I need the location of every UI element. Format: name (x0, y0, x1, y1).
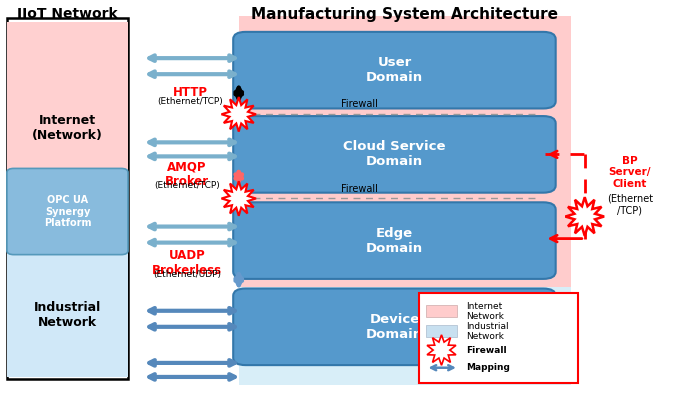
Polygon shape (221, 97, 256, 132)
FancyBboxPatch shape (233, 32, 556, 109)
Text: (Ethernet/TCP): (Ethernet/TCP) (157, 97, 224, 105)
FancyBboxPatch shape (426, 305, 457, 317)
Text: (Ethernet
/TCP): (Ethernet /TCP) (607, 194, 653, 215)
Text: HTTP: HTTP (173, 86, 208, 99)
FancyBboxPatch shape (239, 287, 571, 385)
Text: Industrial
Network: Industrial Network (34, 301, 101, 329)
Polygon shape (565, 197, 604, 236)
FancyBboxPatch shape (426, 325, 457, 337)
FancyBboxPatch shape (233, 289, 556, 365)
Text: BP
Server/
Client: BP Server/ Client (608, 156, 651, 189)
Text: UADP
Brokerless: UADP Brokerless (152, 249, 222, 277)
Text: OPC UA
Synergy
Platform: OPC UA Synergy Platform (44, 195, 91, 228)
FancyBboxPatch shape (7, 168, 128, 255)
FancyBboxPatch shape (233, 202, 556, 279)
Text: Firewall: Firewall (341, 184, 379, 194)
Text: Mapping: Mapping (466, 363, 509, 372)
Text: (Ethernet/UDP): (Ethernet/UDP) (153, 270, 221, 279)
Text: Edge
Domain: Edge Domain (366, 227, 423, 255)
FancyBboxPatch shape (233, 116, 556, 193)
Text: Manufacturing System Architecture: Manufacturing System Architecture (251, 6, 558, 22)
Text: AMQP
Broker: AMQP Broker (165, 160, 209, 188)
Text: Cloud Service
Domain: Cloud Service Domain (343, 140, 446, 168)
FancyBboxPatch shape (239, 16, 571, 287)
Polygon shape (221, 181, 256, 216)
Text: Firewall: Firewall (466, 346, 507, 354)
FancyBboxPatch shape (7, 18, 128, 379)
Text: Firewall: Firewall (341, 99, 379, 109)
Text: Internet
Network: Internet Network (466, 302, 504, 321)
Text: Internet
(Network): Internet (Network) (32, 114, 103, 142)
Polygon shape (427, 335, 456, 365)
Text: IIoT Network: IIoT Network (17, 7, 118, 21)
FancyBboxPatch shape (7, 22, 128, 225)
Text: Industrial
Network: Industrial Network (466, 322, 509, 341)
Text: (Ethernet/TCP): (Ethernet/TCP) (154, 181, 220, 190)
FancyBboxPatch shape (7, 229, 128, 377)
Text: Device
Domain: Device Domain (366, 313, 423, 341)
FancyBboxPatch shape (419, 293, 578, 383)
Text: User
Domain: User Domain (366, 56, 423, 84)
